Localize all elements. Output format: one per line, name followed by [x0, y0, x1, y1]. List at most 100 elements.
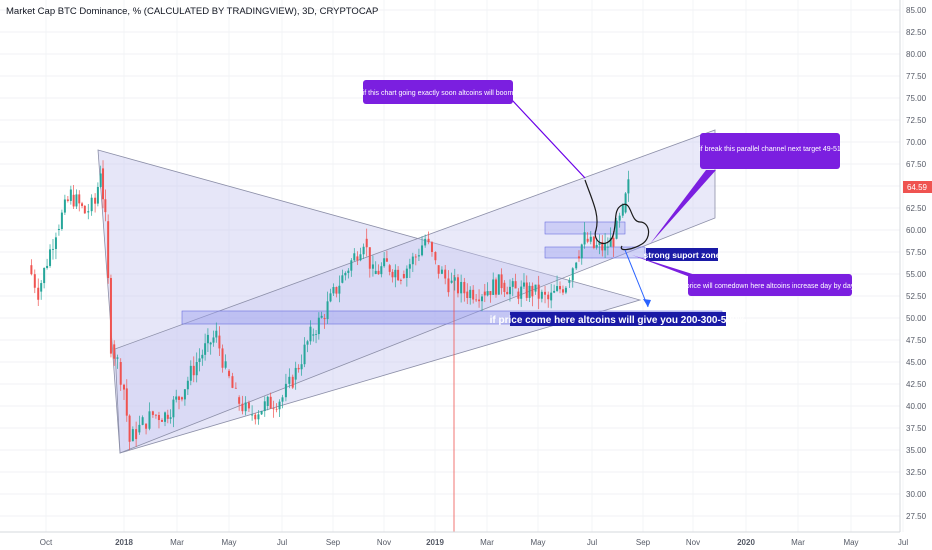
y-tick-label: 27.50	[906, 512, 927, 521]
candle-body	[263, 401, 266, 412]
candle-body	[221, 348, 224, 368]
x-tick-label: Mar	[791, 538, 805, 547]
last-price-label: 64.59	[903, 181, 932, 193]
candle-body	[138, 424, 141, 433]
x-tick-label: Sep	[636, 538, 651, 547]
annotation-break-text: if break this parallel channel next targ…	[699, 146, 841, 153]
candle-body	[383, 258, 386, 267]
candle-body	[520, 286, 523, 299]
candle-body	[99, 173, 102, 187]
candle-body	[399, 280, 402, 281]
y-tick-label: 82.50	[906, 28, 927, 37]
candle-body	[169, 417, 172, 419]
candle-body	[135, 429, 138, 440]
candle-body	[564, 287, 567, 293]
candle-body	[338, 285, 341, 294]
candle-body	[495, 279, 497, 295]
candle-body	[580, 244, 583, 259]
projection-arrow-head	[643, 299, 651, 307]
candle-body	[421, 245, 424, 256]
candle-body	[444, 269, 447, 279]
candle-body	[621, 204, 624, 216]
candle-body	[592, 236, 595, 248]
candle-body	[107, 221, 110, 279]
ascending-channel	[114, 129, 716, 454]
candle-body	[266, 396, 269, 406]
candle-body	[362, 246, 365, 255]
candle-body	[247, 402, 250, 409]
candle-body	[164, 412, 167, 422]
candle-body	[497, 274, 500, 295]
grid	[0, 0, 904, 532]
candle-body	[483, 291, 486, 296]
candle-body	[72, 194, 75, 207]
candle-body	[531, 285, 534, 297]
candle-body	[522, 282, 525, 287]
candle-body	[402, 274, 405, 278]
candle-body	[456, 277, 459, 294]
candle-body	[615, 220, 618, 239]
candle-body	[463, 281, 466, 294]
candle-body	[234, 387, 237, 389]
candle-body	[206, 334, 209, 344]
candle-body	[405, 268, 408, 278]
candle-body	[151, 411, 154, 415]
candle-body	[281, 397, 284, 402]
candle-body	[116, 357, 119, 359]
candle-body	[244, 402, 247, 412]
y-tick-label: 35.00	[906, 446, 927, 455]
candle-body	[154, 414, 157, 416]
x-tick-label: May	[843, 538, 858, 547]
candle-body	[568, 280, 571, 283]
candle-body	[350, 260, 353, 271]
candle-body	[317, 317, 320, 335]
candle-body	[33, 274, 36, 288]
candle-body	[160, 420, 163, 422]
candle-body	[365, 238, 368, 248]
candle-body	[69, 189, 72, 201]
candle-body	[269, 396, 272, 409]
y-tick-label: 70.00	[906, 138, 927, 147]
candle-body	[469, 289, 472, 298]
x-tick-label: 2020	[737, 538, 755, 547]
candle-body	[204, 343, 207, 355]
candle-body	[368, 247, 371, 269]
candle-body	[606, 246, 609, 248]
candle-body	[297, 367, 300, 370]
candle-body	[284, 383, 287, 398]
candle-body	[224, 361, 227, 368]
candle-body	[119, 362, 122, 385]
candle-body	[288, 376, 291, 384]
candle-body	[559, 286, 562, 290]
candle-body	[260, 411, 263, 415]
candle-body	[478, 299, 481, 302]
candle-body	[94, 197, 97, 204]
candle-body	[87, 211, 90, 213]
candle-body	[104, 199, 107, 213]
candle-body	[598, 242, 601, 245]
candle-body	[391, 271, 394, 278]
candle-body	[547, 294, 550, 300]
y-tick-label: 42.50	[906, 380, 927, 389]
candle-body	[525, 282, 528, 298]
candle-body	[612, 237, 615, 247]
annotation-bottom-text: if price come here altcoins will give yo…	[490, 315, 747, 326]
candle-body	[447, 278, 450, 293]
candle-body	[508, 286, 511, 295]
candle-body	[251, 414, 254, 416]
candle-body	[394, 269, 397, 278]
candle-body	[131, 429, 134, 442]
annotation-comedown-text: price will comedown here altcoins increa…	[686, 283, 855, 290]
candle-body	[359, 254, 362, 261]
candle-body	[215, 330, 218, 338]
candle-body	[312, 334, 315, 336]
candle-body	[356, 256, 359, 261]
candle-body	[141, 417, 144, 425]
candle-body	[57, 228, 60, 230]
y-tick-label: 62.50	[906, 204, 927, 213]
candle-body	[589, 236, 592, 242]
candle-body	[180, 397, 183, 400]
candles	[30, 160, 630, 451]
candle-body	[609, 237, 612, 247]
x-tick-label: 2019	[426, 538, 444, 547]
